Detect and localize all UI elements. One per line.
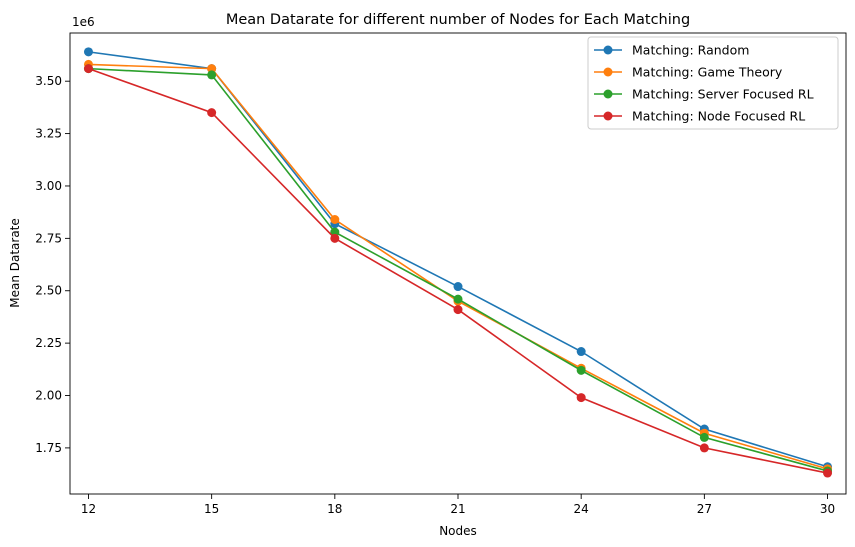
- data-point: [330, 214, 340, 224]
- legend-marker: [603, 67, 613, 77]
- y-tick-label: 2.50: [35, 284, 62, 298]
- y-axis-label: Mean Datarate: [8, 218, 22, 308]
- y-tick-label: 3.50: [35, 74, 62, 88]
- x-tick-label: 15: [204, 502, 219, 516]
- y-offset-label: 1e6: [72, 15, 95, 29]
- y-tick-label: 3.25: [35, 127, 62, 141]
- legend-marker: [603, 45, 613, 55]
- data-point: [330, 227, 340, 237]
- data-point: [207, 70, 217, 80]
- x-tick-label: 27: [697, 502, 712, 516]
- y-tick-label: 2.00: [35, 389, 62, 403]
- legend-marker: [603, 89, 613, 99]
- data-point: [823, 468, 833, 478]
- x-tick-label: 18: [327, 502, 342, 516]
- y-tick-label: 3.00: [35, 179, 62, 193]
- y-tick-label: 1.75: [35, 441, 62, 455]
- chart-title: Mean Datarate for different number of No…: [226, 12, 690, 28]
- plot-area-frame: [69, 32, 847, 495]
- data-point: [207, 108, 217, 118]
- data-point: [83, 64, 93, 74]
- series-4: [83, 64, 833, 478]
- legend-box: [587, 36, 839, 130]
- legend: Matching: Random Matching: Game Theory Mat…: [587, 36, 839, 130]
- legend-label: Matching: Random: [632, 43, 749, 58]
- data-point: [330, 233, 340, 243]
- series-group: [83, 47, 833, 478]
- data-point: [207, 64, 217, 74]
- x-tick-label: 24: [574, 502, 589, 516]
- legend-entry: Matching: Node Focused RL: [594, 109, 805, 124]
- series-3: [83, 64, 833, 476]
- data-point: [453, 294, 463, 304]
- data-point: [576, 365, 586, 375]
- legend-entry: Matching: Random: [594, 43, 749, 58]
- x-axis-label: Nodes: [439, 524, 477, 538]
- legend-label: Matching: Node Focused RL: [632, 109, 805, 124]
- legend-entry: Matching: Game Theory: [594, 65, 783, 80]
- y-tick-label: 2.75: [35, 231, 62, 245]
- data-point: [453, 282, 463, 292]
- axis-ticks: 12 15 18 21 24 27 30 1.75 2.00 2.25 2.50 2.75 3.00 3.…: [35, 74, 835, 516]
- data-point: [453, 305, 463, 315]
- legend-label: Matching: Game Theory: [632, 65, 783, 80]
- data-point: [576, 393, 586, 403]
- legend-entry: Matching: Server Focused RL: [594, 87, 814, 102]
- y-tick-label: 2.25: [35, 336, 62, 350]
- legend-marker: [603, 111, 613, 121]
- x-tick-label: 30: [820, 502, 835, 516]
- data-point: [576, 347, 586, 357]
- legend-label: Matching: Server Focused RL: [632, 87, 814, 102]
- data-point: [83, 47, 93, 57]
- data-point: [699, 443, 709, 453]
- data-point: [699, 432, 709, 442]
- x-tick-label: 21: [450, 502, 465, 516]
- x-tick-label: 12: [81, 502, 96, 516]
